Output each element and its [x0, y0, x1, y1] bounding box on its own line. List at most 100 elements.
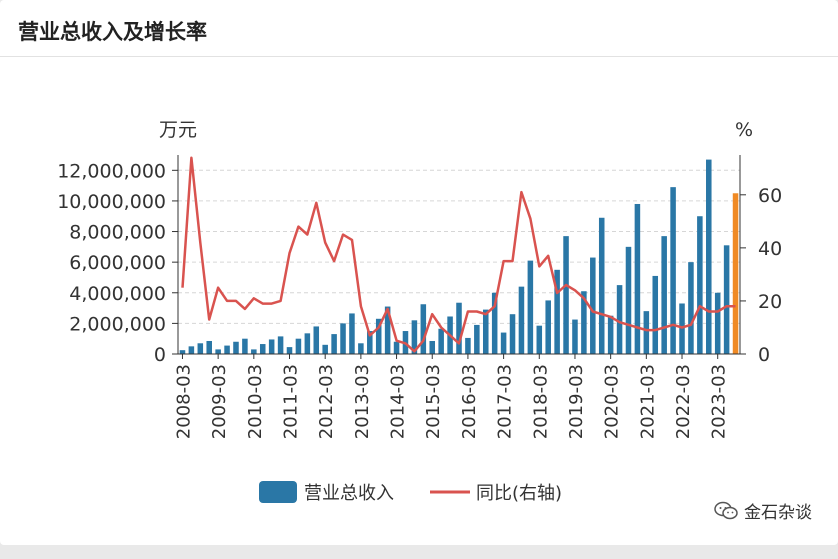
left-axis-unit: 万元: [159, 119, 197, 141]
right-axis-unit: %: [735, 119, 753, 141]
bar: [340, 323, 346, 354]
axes: 0 2,000,000 4,000,000 6,000,000 8,000,000 10,…: [57, 155, 782, 439]
x-tick-label: 2013-03: [352, 364, 373, 439]
legend-bar-swatch: [259, 481, 297, 503]
legend-line-label: 同比(右轴): [476, 483, 562, 504]
x-tick-label: 2022-03: [673, 364, 694, 439]
bar: [295, 338, 302, 354]
line-series[interactable]: [181, 156, 736, 353]
bar: [331, 334, 337, 354]
bar: [590, 257, 596, 354]
page-title: 营业总收入及增长率: [18, 20, 207, 44]
bar: [572, 319, 578, 354]
bar: [411, 320, 418, 354]
bar: [393, 341, 400, 354]
bar: [732, 193, 739, 354]
bar: [723, 245, 730, 354]
left-tick-label: 8,000,000: [69, 222, 166, 244]
bar: [358, 343, 364, 354]
chart-card: 营业总收入及增长率 万元 % 0 2,000,000 4,000,000 6,000,…: [0, 0, 838, 545]
bar: [197, 343, 204, 354]
bar: [545, 300, 551, 354]
bar: [179, 350, 186, 354]
bar: [491, 292, 498, 354]
x-tick-label: 2018-03: [530, 364, 551, 439]
x-tick-label: 2011-03: [281, 364, 302, 439]
bar: [581, 291, 587, 354]
legend[interactable]: 营业总收入 同比(右轴): [259, 481, 562, 504]
x-tick-label: 2019-03: [566, 364, 587, 439]
bar: [233, 341, 239, 354]
bar: [598, 217, 605, 354]
bar: [634, 203, 641, 354]
bar: [554, 269, 560, 354]
bar: [643, 311, 650, 354]
bar: [206, 340, 212, 354]
bar: [375, 318, 382, 354]
bar: [367, 331, 373, 354]
bar: [215, 349, 221, 354]
card-header: 营业总收入及增长率: [0, 0, 838, 57]
x-tick-label: 2010-03: [245, 364, 266, 439]
bar: [384, 306, 391, 354]
bar: [518, 286, 525, 354]
bar: [251, 349, 257, 354]
bar: [706, 159, 712, 354]
bar: [670, 187, 676, 354]
bar: [456, 302, 462, 354]
bar: [474, 324, 480, 354]
bar: [714, 292, 721, 354]
bar: [465, 337, 471, 354]
bar: [268, 339, 275, 354]
left-tick-label: 2,000,000: [69, 313, 166, 335]
x-tick-label: 2017-03: [495, 364, 516, 439]
bar: [661, 236, 667, 354]
left-tick-label: 10,000,000: [57, 191, 166, 213]
bar: [313, 326, 320, 354]
x-tick-label: 2023-03: [709, 364, 730, 439]
bar: [536, 325, 543, 354]
right-tick-label: 60: [758, 185, 782, 207]
left-tick-label: 6,000,000: [69, 252, 166, 274]
right-tick-label: 0: [758, 344, 770, 366]
bar: [286, 347, 293, 354]
yoy-growth-line: [181, 156, 736, 353]
bar: [438, 328, 444, 354]
bar: [652, 275, 659, 354]
x-tick-label: 2020-03: [602, 364, 623, 439]
bar: [277, 336, 284, 354]
watermark-text: 金石杂谈: [744, 503, 812, 523]
bar-series[interactable]: [179, 159, 739, 354]
x-tick-label: 2008-03: [174, 364, 195, 439]
bar: [242, 338, 248, 354]
bar: [224, 345, 230, 354]
bar: [509, 314, 516, 354]
x-tick-label: 2009-03: [209, 364, 230, 439]
bar: [500, 332, 507, 354]
left-tick-label: 0: [154, 344, 166, 366]
x-tick-label: 2016-03: [459, 364, 480, 439]
wechat-icon: [714, 501, 738, 519]
left-tick-label: 4,000,000: [69, 283, 166, 305]
left-tick-label: 12,000,000: [57, 160, 166, 182]
x-tick-label: 2014-03: [388, 364, 409, 439]
chart-canvas: 万元 % 0 2,000,000 4,000,000 6,000,000 8,000,0…: [57, 119, 782, 504]
bar: [607, 315, 614, 354]
bar: [420, 304, 427, 354]
bar: [527, 260, 534, 354]
bar: [563, 236, 569, 354]
bar: [482, 309, 489, 354]
bar: [259, 344, 266, 354]
right-tick-label: 20: [758, 291, 782, 313]
bar: [429, 340, 436, 354]
bar: [625, 246, 632, 354]
x-tick-label: 2015-03: [423, 364, 444, 439]
right-tick-label: 40: [758, 238, 782, 260]
bar: [688, 262, 694, 354]
x-tick-label: 2012-03: [316, 364, 337, 439]
bar: [322, 344, 328, 354]
bar: [349, 313, 355, 354]
bar: [616, 285, 623, 354]
watermark: 金石杂谈: [714, 498, 812, 523]
bar: [304, 333, 311, 354]
